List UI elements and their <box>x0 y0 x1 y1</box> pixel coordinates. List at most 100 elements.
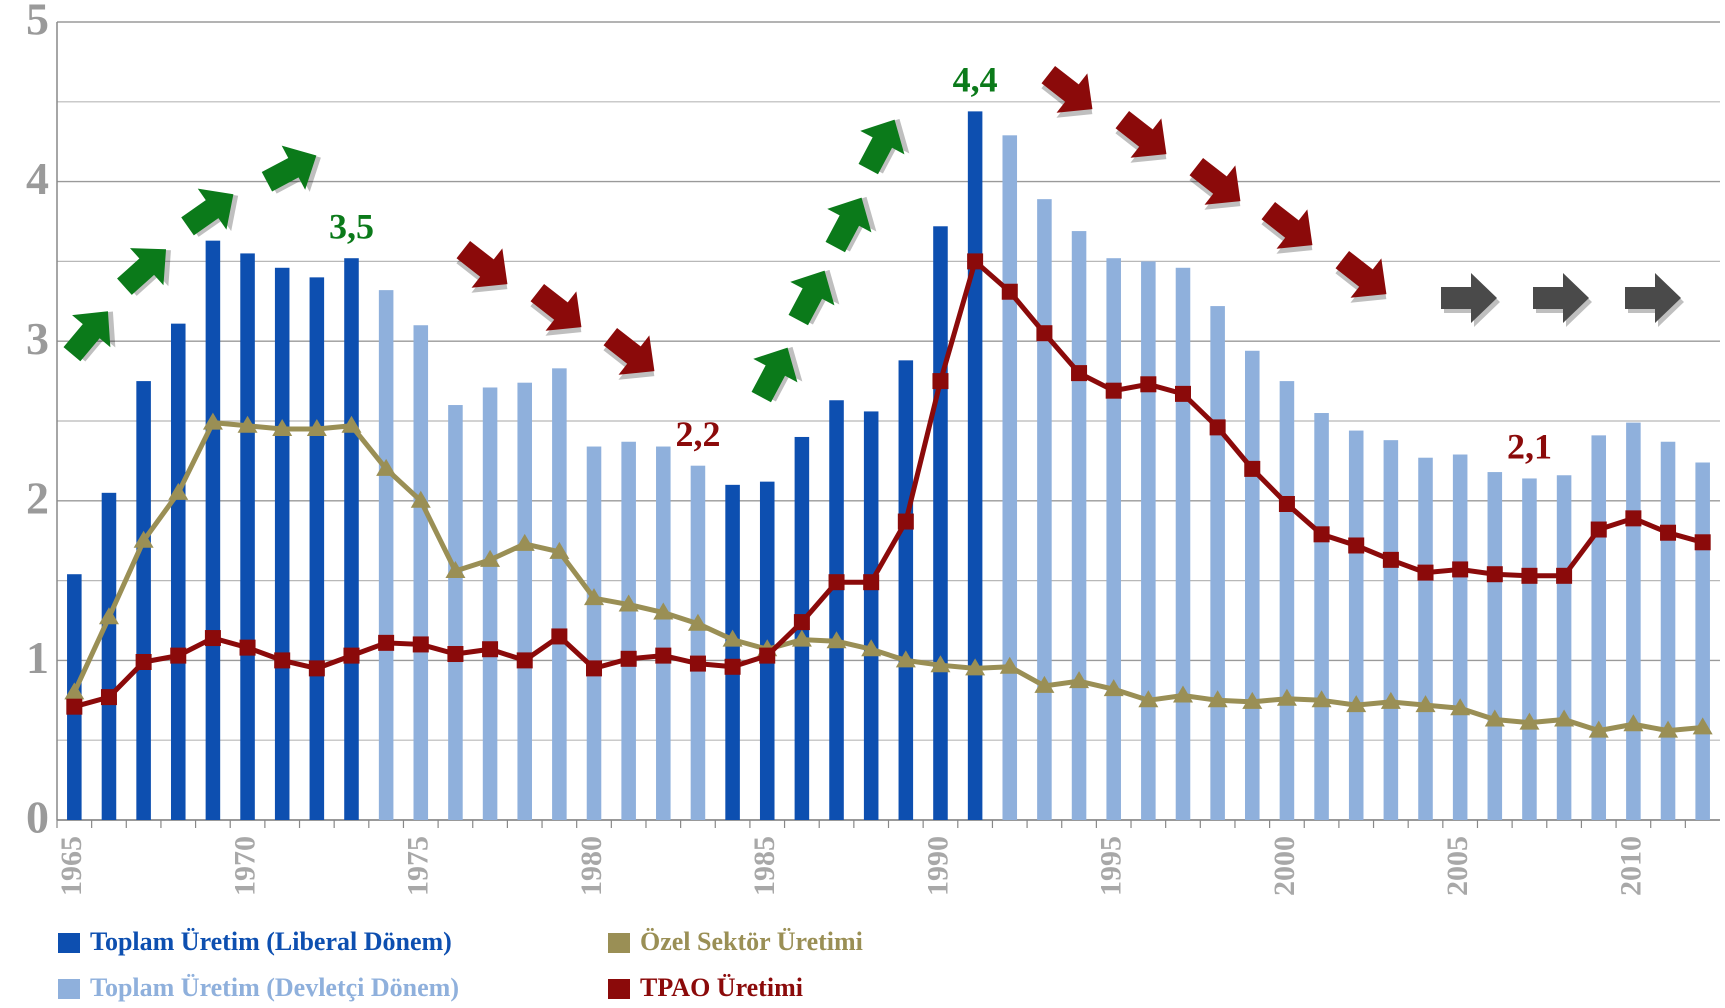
marker <box>1034 675 1055 693</box>
marker <box>516 652 533 669</box>
bar <box>1452 454 1468 820</box>
marker <box>135 653 152 670</box>
x-tick-label: 1975 <box>402 836 435 896</box>
bar <box>448 405 463 820</box>
trend-arrows <box>52 54 1684 411</box>
marker <box>826 631 847 649</box>
legend-label: Toplam Üretim (Devletçi Dönem) <box>90 973 459 1002</box>
marker <box>1278 495 1295 512</box>
legend-swatch <box>608 933 630 953</box>
bar <box>863 411 879 820</box>
marker <box>1415 695 1436 713</box>
bar <box>205 240 221 821</box>
marker <box>1519 712 1540 730</box>
marker <box>1069 671 1090 689</box>
marker <box>480 549 501 567</box>
marker <box>551 628 568 645</box>
bar <box>690 465 706 820</box>
y-tick-label: 5 <box>26 0 49 45</box>
bar <box>1175 267 1191 820</box>
bar <box>1245 350 1260 820</box>
marker <box>204 630 221 647</box>
legend-label: TPAO Üretimi <box>640 973 803 1002</box>
bar <box>1210 306 1225 820</box>
marker <box>1556 567 1573 584</box>
marker <box>412 636 429 653</box>
marker <box>655 647 672 664</box>
arrow <box>813 183 889 261</box>
x-tick-label: 2000 <box>1268 836 1301 896</box>
marker <box>1554 709 1575 727</box>
bar <box>725 484 740 820</box>
marker <box>1658 720 1679 738</box>
marker <box>1588 720 1609 738</box>
value-label: 3,5 <box>329 206 374 246</box>
bar <box>1695 462 1710 820</box>
marker <box>170 647 187 664</box>
arrow <box>173 172 253 251</box>
marker <box>98 607 119 625</box>
arrow <box>1625 273 1684 327</box>
marker <box>274 652 291 669</box>
marker <box>1590 521 1607 538</box>
arrow <box>1441 273 1684 327</box>
bar <box>274 267 290 820</box>
arrow <box>1250 190 1331 270</box>
bar <box>898 360 914 820</box>
bar <box>101 492 117 820</box>
marker <box>1486 566 1503 583</box>
marker <box>549 541 570 559</box>
bar <box>1002 135 1018 821</box>
bar <box>1556 475 1572 820</box>
bar <box>829 400 844 820</box>
marker <box>410 490 431 508</box>
marker <box>202 412 223 430</box>
grid <box>56 21 1720 828</box>
bar <box>1106 258 1121 820</box>
marker <box>1001 283 1018 300</box>
value-label: 2,1 <box>1507 427 1552 467</box>
marker <box>687 613 708 631</box>
legend-label: Toplam Üretim (Liberal Dönem) <box>90 927 452 956</box>
marker <box>1521 567 1538 584</box>
marker <box>1625 510 1642 527</box>
bar <box>933 226 948 821</box>
marker <box>586 660 603 677</box>
marker <box>272 418 293 436</box>
value-label: 2,2 <box>675 414 720 454</box>
marker <box>376 458 397 476</box>
arrow <box>739 333 815 411</box>
marker <box>308 660 325 677</box>
bar <box>378 290 394 820</box>
marker <box>793 614 810 631</box>
marker <box>1207 690 1228 708</box>
x-tick-label: 1980 <box>575 836 608 896</box>
bar <box>1591 435 1607 820</box>
x-tick-label: 2010 <box>1614 836 1647 896</box>
marker <box>930 655 951 673</box>
bar <box>1141 261 1156 820</box>
bar <box>1348 430 1364 820</box>
arrow <box>1533 273 1592 327</box>
bar <box>621 441 636 820</box>
marker <box>1071 365 1088 382</box>
marker <box>514 533 535 551</box>
marker <box>1174 385 1191 402</box>
marker <box>1103 679 1124 697</box>
legend-label: Özel Sektör Üretimi <box>640 927 863 956</box>
marker <box>897 513 914 530</box>
arrow <box>776 256 852 334</box>
bar <box>552 368 567 820</box>
arrow <box>107 228 188 309</box>
y-tick-label: 4 <box>26 153 49 204</box>
y-tick-label: 0 <box>26 792 49 843</box>
marker <box>653 602 674 620</box>
bar <box>1279 381 1295 820</box>
marker <box>1313 526 1330 543</box>
bar <box>240 253 255 821</box>
marker <box>618 594 639 612</box>
arrow <box>52 292 133 373</box>
marker <box>447 646 464 663</box>
marker <box>1380 691 1401 709</box>
